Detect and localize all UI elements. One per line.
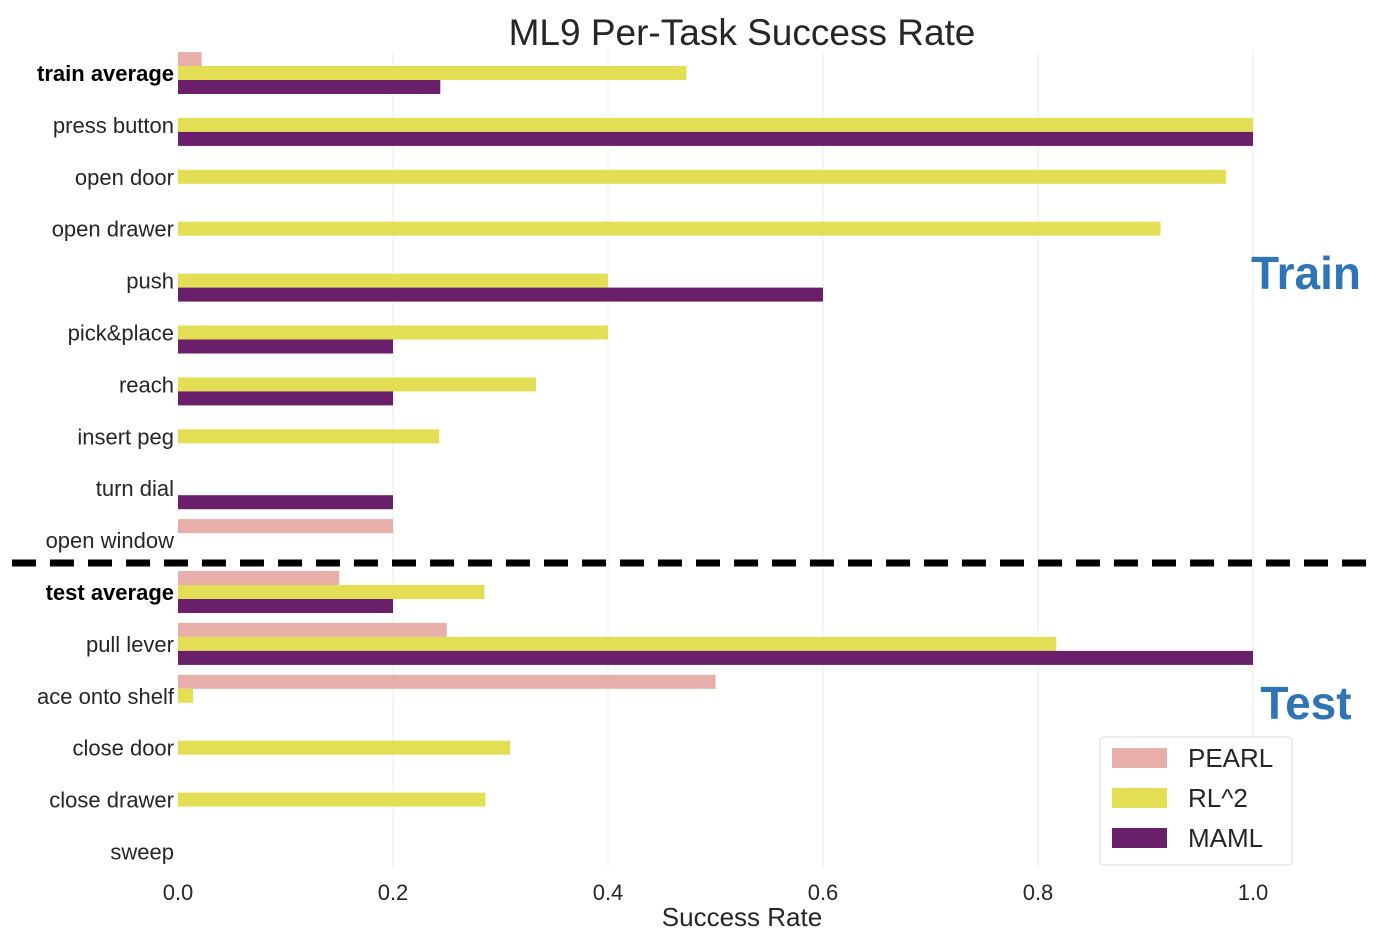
x-tick-label: 0.8 [1023, 880, 1054, 905]
category-label: insert peg [77, 424, 174, 449]
legend-swatch [1112, 788, 1167, 808]
category-label: open drawer [52, 217, 174, 242]
category-label: pick&place [68, 321, 174, 346]
category-label: close door [72, 736, 174, 761]
category-label: test average [46, 580, 174, 605]
grid-layer [392, 50, 1254, 868]
x-tick-labels: 0.0 0.2 0.4 0.6 0.8 1.0 [163, 880, 1269, 905]
category-label: sweep [110, 840, 174, 865]
bar-maml [178, 80, 441, 94]
chart-title: ML9 Per-Task Success Rate [509, 12, 976, 53]
legend: PEARL RL^2 MAML [1099, 736, 1293, 866]
bar-maml [178, 131, 1253, 146]
category-label: press button [53, 113, 174, 138]
bar-rl2 [178, 221, 1161, 236]
legend-swatch [1112, 748, 1167, 768]
category-label: ace onto shelf [37, 684, 175, 709]
category-label: open door [75, 165, 174, 190]
section-label-test: Test [1260, 677, 1351, 729]
bar-rl2 [178, 636, 1057, 651]
bar-maml [178, 339, 393, 354]
category-label: pull lever [86, 632, 174, 657]
bar-rl2 [178, 377, 536, 392]
x-tick-label: 0.2 [378, 880, 409, 905]
bars-layer [178, 52, 1253, 807]
category-label: open window [46, 528, 175, 553]
bar-pearl [178, 52, 202, 66]
bar-rl2 [178, 688, 194, 703]
bar-rl2 [178, 169, 1227, 184]
x-tick-label: 0.0 [163, 880, 194, 905]
bar-maml [178, 495, 393, 510]
category-labels: train average press button open door open d… [37, 61, 175, 865]
bar-rl2 [178, 66, 687, 80]
bar-rl2 [178, 273, 608, 288]
x-tick-label: 1.0 [1238, 880, 1269, 905]
x-tick-label: 0.4 [593, 880, 624, 905]
bar-rl2 [178, 117, 1253, 132]
x-axis-label: Success Rate [662, 902, 822, 932]
legend-swatch [1112, 828, 1167, 848]
legend-label: MAML [1188, 823, 1263, 853]
bar-rl2 [178, 740, 511, 755]
bar-pearl [178, 622, 447, 637]
bar-pearl [178, 571, 340, 585]
legend-label: RL^2 [1188, 783, 1248, 813]
bar-maml [178, 650, 1253, 665]
bar-maml [178, 287, 823, 302]
category-label: push [126, 269, 174, 294]
bar-pearl [178, 519, 393, 534]
bar-rl2 [178, 429, 440, 444]
bar-rl2 [178, 792, 486, 807]
bar-rl2 [178, 585, 485, 599]
bar-pearl [178, 674, 716, 689]
bar-maml [178, 599, 393, 613]
category-label: train average [37, 61, 174, 86]
x-tick-label: 0.6 [808, 880, 839, 905]
category-label: turn dial [96, 476, 174, 501]
legend-label: PEARL [1188, 743, 1273, 773]
bar-rl2 [178, 325, 608, 340]
category-label: close drawer [49, 788, 174, 813]
category-label: reach [119, 372, 174, 397]
bar-maml [178, 391, 393, 406]
section-label-train: Train [1251, 247, 1361, 299]
